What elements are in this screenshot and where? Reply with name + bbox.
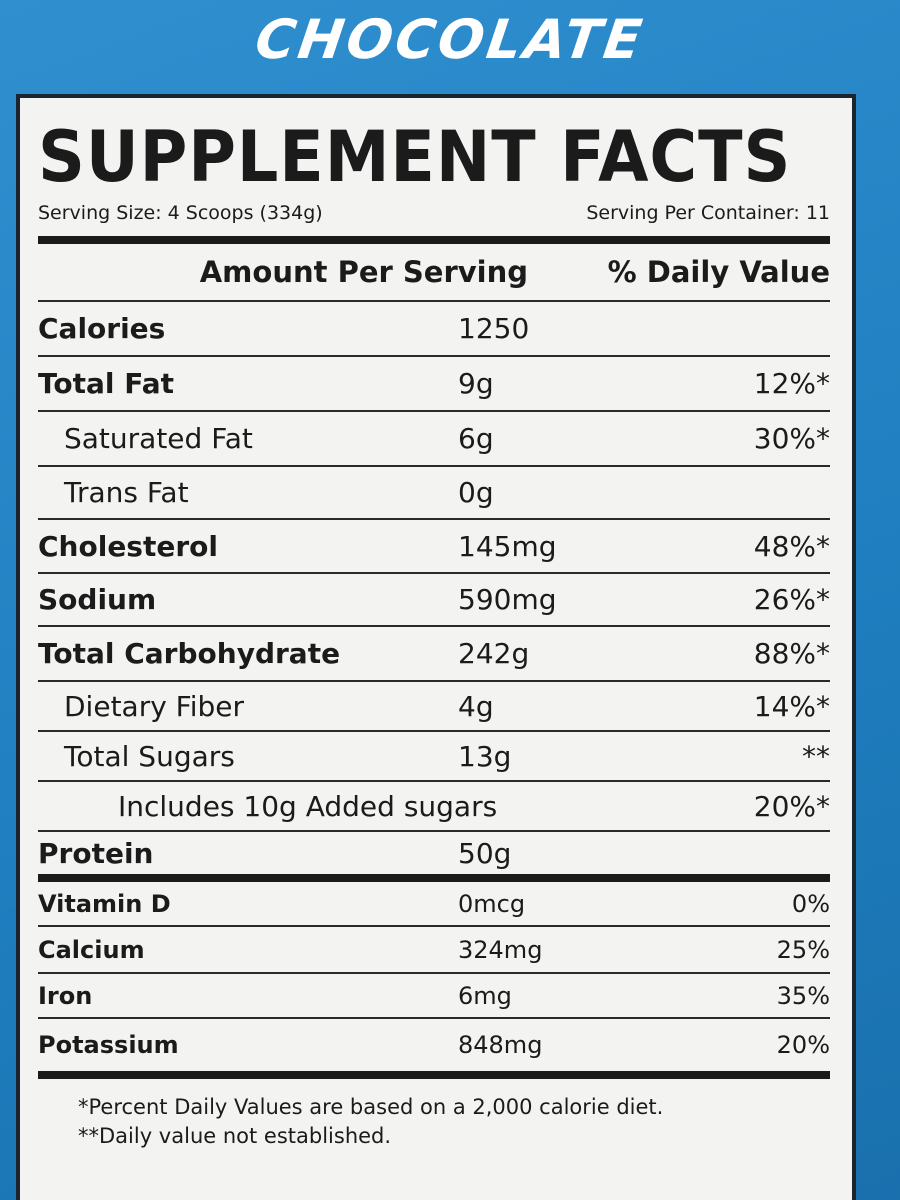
nutrient-row: Total Carbohydrate 242g 88%* xyxy=(38,627,830,682)
nutrient-amount: 6mg xyxy=(458,981,512,1010)
nutrient-name: Sodium xyxy=(38,583,157,616)
nutrient-name: Trans Fat xyxy=(64,476,189,509)
nutrient-amount: 50g xyxy=(458,836,512,870)
nutrient-dv: 35% xyxy=(776,981,830,1010)
serving-info: Serving Size: 4 Scoops (334g) Serving Pe… xyxy=(38,202,830,244)
nutrient-dv: 14%* xyxy=(753,689,830,723)
nutrient-amount: 324mg xyxy=(458,935,543,964)
footnotes: *Percent Daily Values are based on a 2,0… xyxy=(38,1093,830,1152)
nutrient-row: Vitamin D 0mcg 0% xyxy=(38,882,830,927)
nutrient-amount: 13g xyxy=(458,739,512,773)
footnote: **Daily value not established. xyxy=(78,1124,392,1149)
rows: Calories 1250 Total Fat 9g 12%* Saturated Fat… xyxy=(38,302,830,1079)
header-dv: % Daily Value xyxy=(607,255,830,289)
serving-size: Serving Size: 4 Scoops (334g) xyxy=(38,202,323,224)
nutrient-name: Protein xyxy=(38,836,154,870)
nutrient-row: Protein 50g xyxy=(38,832,830,882)
nutrient-amount: 0g xyxy=(458,476,494,509)
nutrient-amount: 4g xyxy=(458,689,494,723)
nutrient-name: Includes 10g Added sugars xyxy=(118,789,498,823)
nutrient-amount: 848mg xyxy=(458,1031,543,1059)
nutrient-name: Calcium xyxy=(38,935,145,964)
nutrient-row: Calcium 324mg 25% xyxy=(38,927,830,974)
nutrient-row: Potassium 848mg 20% xyxy=(38,1019,830,1079)
nutrient-dv: 25% xyxy=(776,935,830,964)
nutrient-name: Total Sugars xyxy=(64,739,235,773)
nutrient-dv: 20%* xyxy=(753,789,830,823)
header-row: Amount Per Serving % Daily Value xyxy=(38,244,830,302)
nutrient-row: Dietary Fiber 4g 14%* xyxy=(38,682,830,732)
flavor: CHOCOLATE xyxy=(251,8,649,71)
nutrient-row: Total Fat 9g 12%* xyxy=(38,357,830,412)
nutrient-dv: 48%* xyxy=(753,529,830,563)
nutrient-name: Potassium xyxy=(38,1031,179,1059)
nutrient-name: Dietary Fiber xyxy=(64,689,245,723)
nutrient-name: Iron xyxy=(38,981,93,1010)
nutrient-amount: 242g xyxy=(458,637,530,670)
facts-title: SUPPLEMENT FACTS xyxy=(38,116,792,198)
nutrient-row: Calories 1250 xyxy=(38,302,830,357)
nutrient-row: Total Sugars 13g ** xyxy=(38,732,830,782)
nutrient-row: Iron 6mg 35% xyxy=(38,974,830,1019)
servings-per-container: Serving Per Container: 11 xyxy=(586,202,830,224)
facts-panel: SUPPLEMENT FACTS Serving Size: 4 Scoops … xyxy=(16,94,856,1200)
nutrient-amount: 6g xyxy=(458,422,494,455)
header-amount: Amount Per Serving xyxy=(199,255,528,289)
nutrient-amount: 590mg xyxy=(458,583,557,616)
nutrient-dv: 20% xyxy=(776,1031,830,1059)
nutrient-name: Calories xyxy=(38,312,166,345)
nutrient-dv: 88%* xyxy=(753,637,830,670)
footnote: *Percent Daily Values are based on a 2,0… xyxy=(78,1095,664,1119)
nutrient-row: Cholesterol 145mg 48%* xyxy=(38,520,830,574)
nutrient-amount: 145mg xyxy=(458,529,557,563)
nutrient-dv: ** xyxy=(802,739,830,773)
nutrient-dv: 26%* xyxy=(753,583,830,616)
nutrient-dv: 30%* xyxy=(753,422,830,455)
nutrient-row: Includes 10g Added sugars 20%* xyxy=(38,782,830,832)
nutrient-row: Sodium 590mg 26%* xyxy=(38,574,830,627)
nutrient-dv: 0% xyxy=(791,889,830,918)
nutrient-name: Cholesterol xyxy=(38,529,218,563)
nutrient-amount: 1250 xyxy=(458,312,530,345)
nutrient-row: Trans Fat 0g xyxy=(38,467,830,520)
nutrient-amount: 9g xyxy=(458,367,494,400)
nutrient-name: Saturated Fat xyxy=(64,422,253,455)
nutrient-name: Total Carbohydrate xyxy=(38,637,341,670)
nutrient-dv: 12%* xyxy=(753,367,830,400)
nutrient-name: Vitamin D xyxy=(38,889,171,918)
nutrient-name: Total Fat xyxy=(38,367,175,400)
nutrient-row: Saturated Fat 6g 30%* xyxy=(38,412,830,467)
nutrient-amount: 0mcg xyxy=(458,889,526,918)
